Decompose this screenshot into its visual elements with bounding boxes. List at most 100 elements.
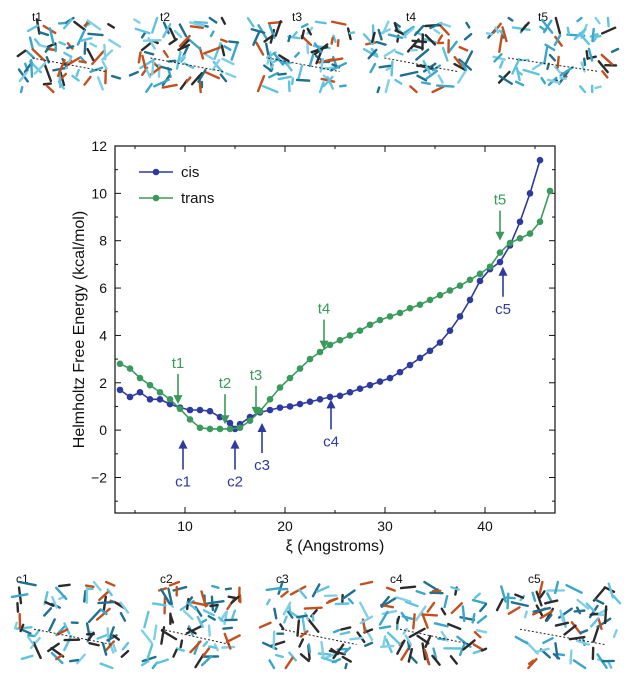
y-tick-label: 12 <box>91 138 107 154</box>
annotation-arrow-head <box>251 406 261 416</box>
data-point-trans <box>156 388 164 396</box>
x-tick-label: 10 <box>177 518 193 534</box>
data-point-trans <box>136 374 144 382</box>
data-point-trans <box>486 263 494 271</box>
y-tick-label: 8 <box>99 233 107 249</box>
data-point-cis <box>536 156 544 164</box>
snapshot-label: t2 <box>160 10 171 24</box>
legend-label-cis: cis <box>181 164 199 181</box>
data-point-cis <box>196 406 204 414</box>
snapshot-label: c3 <box>276 572 289 586</box>
data-point-trans <box>336 336 344 344</box>
data-point-trans <box>306 355 314 363</box>
data-point-trans <box>526 230 534 237</box>
annotation-c5: c5 <box>495 266 511 318</box>
data-point-trans <box>476 270 484 278</box>
data-point-trans <box>366 321 374 329</box>
series-trans <box>116 187 554 433</box>
x-tick-label: 40 <box>477 518 493 534</box>
molecule-structure-t4-panel: t4 <box>362 4 474 94</box>
data-point-cis <box>436 339 444 346</box>
molecule-structure-c4 <box>378 580 488 666</box>
data-point-trans <box>246 417 254 424</box>
data-point-cis <box>426 347 434 355</box>
data-point-cis <box>446 327 454 334</box>
annotation-c2: c2 <box>227 439 243 491</box>
annotation-label: c4 <box>323 433 339 450</box>
data-point-trans <box>396 309 404 317</box>
top-snapshot-strip: t1 t2 t3 t4 t5 <box>0 0 629 96</box>
annotation-label: t3 <box>250 367 263 384</box>
snapshot-label: c2 <box>160 572 173 586</box>
data-point-cis <box>206 407 214 415</box>
data-point-cis <box>126 393 134 401</box>
data-point-cis <box>396 368 404 376</box>
data-point-trans <box>406 304 414 312</box>
data-point-trans <box>466 276 474 284</box>
data-point-cis <box>116 386 124 394</box>
data-point-trans <box>506 239 514 247</box>
data-point-trans <box>326 341 334 349</box>
molecule-structure-c3 <box>258 580 374 670</box>
data-point-cis <box>356 385 364 392</box>
annotation-arrow-head <box>319 340 329 350</box>
data-point-cis <box>146 396 154 403</box>
legend-marker-trans <box>152 194 160 202</box>
snapshot-label: t3 <box>292 10 303 24</box>
annotation-arrow-head <box>220 415 230 425</box>
molecule-structure-c3-panel: c3 <box>258 568 374 670</box>
molecule-structure-c1-panel: c1 <box>10 568 130 670</box>
bottom-snapshot-strip: c1 c2 c3 c4 c5 <box>0 566 629 673</box>
y-tick-label: 4 <box>99 327 107 343</box>
snapshot-label: t5 <box>538 10 549 24</box>
data-point-trans <box>376 316 384 324</box>
data-point-trans <box>286 374 294 382</box>
molecule-structure-t1-panel: t1 <box>10 4 122 94</box>
data-point-cis <box>156 396 164 403</box>
data-point-trans <box>166 396 174 403</box>
data-point-cis <box>476 277 484 285</box>
data-point-cis <box>326 393 334 401</box>
data-point-cis <box>456 313 464 320</box>
snapshot-label: c5 <box>528 572 541 586</box>
molecule-structure-c2 <box>140 580 242 670</box>
x-axis-label: ξ (Angstroms) <box>286 538 385 555</box>
data-point-trans <box>386 313 394 320</box>
data-point-trans <box>456 282 464 289</box>
annotation-t5: t5 <box>494 192 506 241</box>
free-energy-chart: 10 20 30 40 −2 0 2 4 6 8 10 12 ξ (Angstroms) Helmholt… <box>71 138 556 555</box>
annotation-c3: c3 <box>254 423 270 474</box>
data-point-trans <box>446 287 454 294</box>
molecule-structure-c5-panel: c5 <box>494 568 624 670</box>
data-point-cis <box>266 406 274 414</box>
data-point-cis <box>276 404 284 411</box>
data-point-trans <box>536 218 544 226</box>
data-point-cis <box>406 361 414 369</box>
data-point-trans <box>146 381 154 389</box>
data-point-cis <box>186 406 194 414</box>
data-point-cis <box>136 388 144 396</box>
series-line-trans <box>119 190 551 430</box>
data-point-cis <box>316 396 324 403</box>
data-point-trans <box>546 187 554 195</box>
snapshot-label: c4 <box>390 572 403 586</box>
molecule-structure-t2 <box>128 16 240 94</box>
data-point-trans <box>116 360 124 368</box>
data-point-cis <box>376 378 384 385</box>
molecule-structure-t5 <box>485 16 620 94</box>
annotation-t1: t1 <box>172 355 184 405</box>
data-point-trans <box>496 249 504 256</box>
annotation-arrow-head <box>498 266 508 276</box>
data-point-cis <box>166 400 174 408</box>
y-axis-label: Helmholtz Free Energy (kcal/mol) <box>71 211 88 448</box>
data-point-trans <box>126 365 134 372</box>
free-energy-chart-container: 10 20 30 40 −2 0 2 4 6 8 10 12 ξ (Angstroms) Helmholt… <box>0 120 629 560</box>
data-point-cis <box>226 419 234 427</box>
y-tick-label: 0 <box>99 422 107 438</box>
data-point-trans <box>196 424 204 432</box>
molecule-structure-t1 <box>16 16 122 94</box>
molecule-structure-t2-panel: t2 <box>128 4 240 94</box>
molecule-structure-c1 <box>10 580 130 670</box>
data-point-trans <box>516 235 524 242</box>
data-point-cis <box>386 374 394 382</box>
